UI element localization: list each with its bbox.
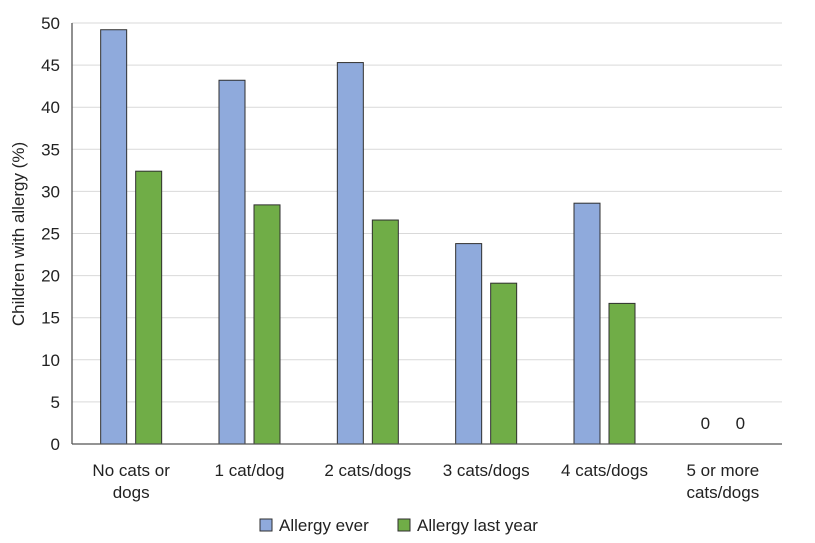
bar-allergy-last-year	[253, 204, 281, 445]
y-tick-label: 30	[41, 182, 60, 201]
bar-allergy-last-year	[371, 219, 399, 445]
bar-allergy-last-year	[608, 302, 636, 445]
y-tick-label: 25	[41, 225, 60, 244]
y-tick-label: 15	[41, 309, 60, 328]
y-tick-label: 20	[41, 267, 60, 286]
bar-allergy-ever	[336, 62, 364, 445]
data-label: 0	[701, 414, 710, 433]
legend-swatch	[259, 518, 273, 532]
y-tick-label: 40	[41, 98, 60, 117]
y-axis-ticks: 0 5 10 15 20 25 30 35 40 45 50	[41, 14, 60, 454]
legend: Allergy ever Allergy last year	[259, 516, 538, 535]
category-label: 5 or more	[686, 461, 759, 480]
bar-allergy-ever	[218, 79, 246, 445]
y-tick-label: 0	[51, 435, 60, 454]
data-label: 0	[736, 414, 745, 433]
bars	[100, 29, 636, 445]
category-label: 3 cats/dogs	[443, 461, 530, 480]
bar-allergy-last-year	[490, 282, 518, 445]
category-label: 2 cats/dogs	[324, 461, 411, 480]
category-label: No cats or	[92, 461, 170, 480]
y-tick-label: 35	[41, 140, 60, 159]
legend-swatch	[397, 518, 411, 532]
bar-allergy-ever	[455, 243, 483, 445]
category-label: cats/dogs	[686, 483, 759, 502]
legend-label: Allergy ever	[279, 516, 369, 535]
category-label: 1 cat/dog	[215, 461, 285, 480]
y-tick-label: 10	[41, 351, 60, 370]
y-axis-title: Children with allergy (%)	[9, 142, 28, 326]
bar-allergy-ever	[573, 202, 601, 445]
y-tick-label: 45	[41, 56, 60, 75]
y-tick-label: 5	[51, 393, 60, 412]
category-label: dogs	[113, 483, 150, 502]
bar-allergy-ever	[100, 29, 128, 445]
y-tick-label: 50	[41, 14, 60, 33]
bar-allergy-last-year	[135, 170, 163, 445]
legend-label: Allergy last year	[417, 516, 538, 535]
category-label: 4 cats/dogs	[561, 461, 648, 480]
gridlines	[72, 22, 782, 403]
category-labels: No cats or dogs 1 cat/dog 2 cats/dogs 3 cats…	[92, 461, 759, 502]
